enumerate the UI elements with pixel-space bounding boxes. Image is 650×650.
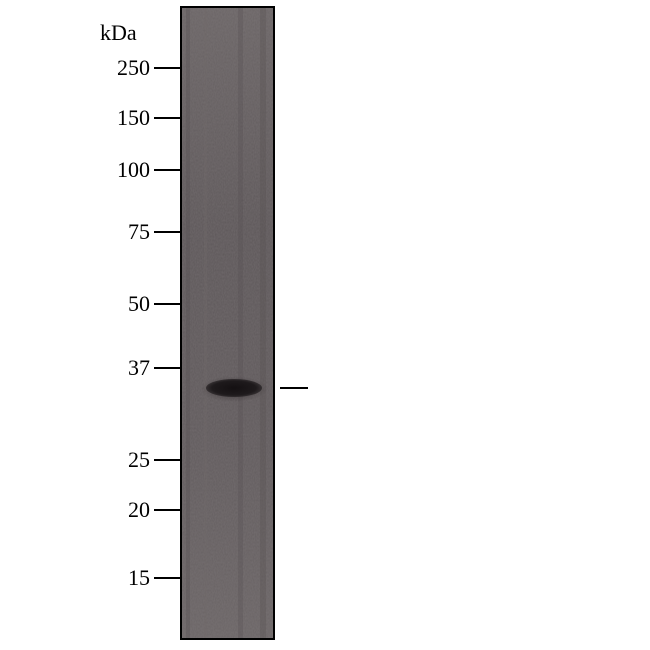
western-blot-figure: kDa 250 150 100 75 50 37 25 20 15 <box>0 0 650 650</box>
mw-tick <box>154 231 180 233</box>
mw-tick <box>154 459 180 461</box>
blot-lane-border <box>180 6 275 640</box>
mw-label: 15 <box>128 567 150 589</box>
mw-label: 75 <box>128 221 150 243</box>
mw-tick <box>154 303 180 305</box>
mw-label: 37 <box>128 357 150 379</box>
mw-label: 20 <box>128 499 150 521</box>
mw-tick <box>154 169 180 171</box>
mw-label: 150 <box>117 107 150 129</box>
mw-tick <box>154 117 180 119</box>
mw-label: 100 <box>117 159 150 181</box>
mw-tick <box>154 67 180 69</box>
mw-tick <box>154 367 180 369</box>
mw-label: 250 <box>117 57 150 79</box>
target-band <box>206 379 262 397</box>
unit-label: kDa <box>100 22 137 44</box>
mw-tick <box>154 577 180 579</box>
mw-label: 50 <box>128 293 150 315</box>
mw-tick <box>154 509 180 511</box>
mw-label: 25 <box>128 449 150 471</box>
target-indicator-line <box>280 387 308 389</box>
